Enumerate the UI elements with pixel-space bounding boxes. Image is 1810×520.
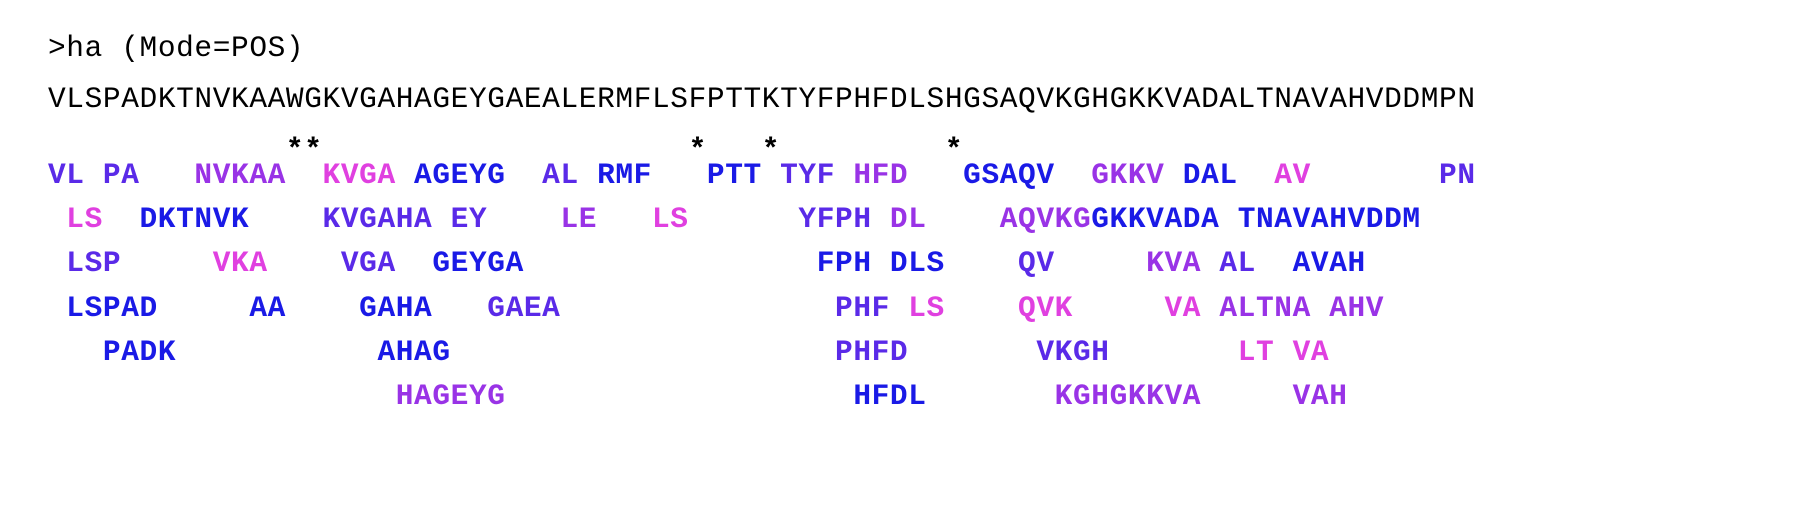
peptide-fragment: AQVKG [999, 202, 1092, 237]
peptide-fragment: GEYGA [432, 246, 524, 281]
peptide-fragment: VKA [212, 246, 268, 281]
peptide-fragment: AL [1219, 246, 1256, 281]
sequence-header: >ha (Mode=POS) [48, 31, 305, 65]
peptide-fragment: LS [908, 290, 945, 325]
peptide-fragment: AV [1274, 158, 1311, 192]
peptide-fragment: GKKVADA [1091, 202, 1220, 237]
peptide-fragment: AVAH [1292, 246, 1366, 281]
peptide-fragment: VA [1292, 334, 1330, 369]
peptide-fragment: VAH [1292, 379, 1348, 413]
peptide-fragment: NVKAA [194, 158, 286, 192]
peptide-fragment: LSP [66, 246, 122, 281]
peptide-fragment: KVA [1146, 246, 1202, 281]
peptide-fragment: EY [450, 202, 488, 237]
peptide-fragment: FPH [816, 246, 872, 281]
peptide-fragment: TYF [780, 158, 836, 192]
peptide-fragment: ALTNA [1219, 290, 1311, 325]
peptide-fragment: DAL [1182, 158, 1238, 192]
peptide-row: PADK AHAG PHFD VKGH LT VA [0, 334, 1810, 370]
peptide-fragment: RMF [597, 158, 652, 192]
peptide-fragment: DL [889, 202, 927, 237]
peptide-fragment: LS [651, 202, 689, 237]
peptide-fragment: AL [542, 158, 579, 192]
peptide-fragment: LS [66, 202, 103, 237]
peptide-row: VL PA NVKAA KVGA AGEYG AL RMF PTT TYF HFD GSAQV GKK… [0, 157, 1810, 193]
peptide-fragment: QV [1018, 246, 1055, 281]
peptide-fragment: DKTNVK [139, 202, 250, 237]
peptide-fragment: VL [48, 158, 85, 192]
peptide-fragment: GAEA [487, 290, 561, 325]
peptide-fragment: AGEYG [414, 158, 506, 192]
peptide-fragment: VA [1164, 290, 1202, 325]
peptide-row: LSPAD AA GAHA GAEA PHF LS QVK VA ALTNA AHV [0, 290, 1810, 326]
peptide-fragment: PHFD [835, 334, 909, 369]
peptide-fragment: GSAQV [963, 158, 1055, 192]
peptide-fragment: GAHA [359, 290, 433, 325]
peptide-fragment: PADK [102, 334, 177, 369]
peptide-fragment: PHF [835, 290, 890, 325]
peptide-fragment: PTT [706, 158, 762, 192]
peptide-row: HAGEYG HFDL KGHGKKVA VAH [0, 378, 1810, 414]
peptide-fragment: KVGAHA [322, 202, 433, 237]
peptide-row: LSP VKA VGA GEYGA FPH DLS QV KVA AL AVAH [0, 245, 1810, 281]
peptide-fragment: LT [1237, 334, 1275, 369]
peptide-fragment: LSPAD [66, 290, 158, 325]
peptide-fragment: AHAG [377, 334, 451, 369]
peptide-fragment: DLS [889, 246, 945, 281]
peptide-fragment: VKGH [1036, 334, 1110, 369]
protein-sequence: VLSPADKTNVKAAWGKVGAHAGEYGAEALERMFLSFPTTK… [48, 82, 1476, 116]
peptide-fragment: AA [249, 290, 286, 325]
site-markers: ** * * * [48, 133, 964, 167]
peptide-fragment: AHV [1329, 290, 1385, 325]
peptide-fragment: PN [1439, 158, 1476, 192]
peptide-fragment: LE [560, 202, 598, 237]
peptide-fragment: QVK [1018, 290, 1073, 325]
peptide-fragment: KGHGKKVA [1054, 379, 1202, 413]
peptide-fragment: GKKV [1091, 158, 1165, 192]
peptide-fragment: HFDL [853, 379, 927, 413]
peptide-fragment: YFPH [798, 202, 872, 237]
peptide-fragment: VGA [340, 246, 396, 281]
peptide-fragment: HFD [853, 158, 909, 192]
peptide-fragment: HAGEYG [395, 379, 506, 413]
peptide-fragment: KVGA [322, 158, 396, 192]
peptide-row: LS DKTNVK KVGAHA EY LE LS YFPH DL AQVKG GKKVADA TN… [0, 201, 1810, 237]
peptide-fragment: PA [102, 158, 140, 192]
peptide-fragment: TNAVAHVDDM [1237, 202, 1421, 237]
